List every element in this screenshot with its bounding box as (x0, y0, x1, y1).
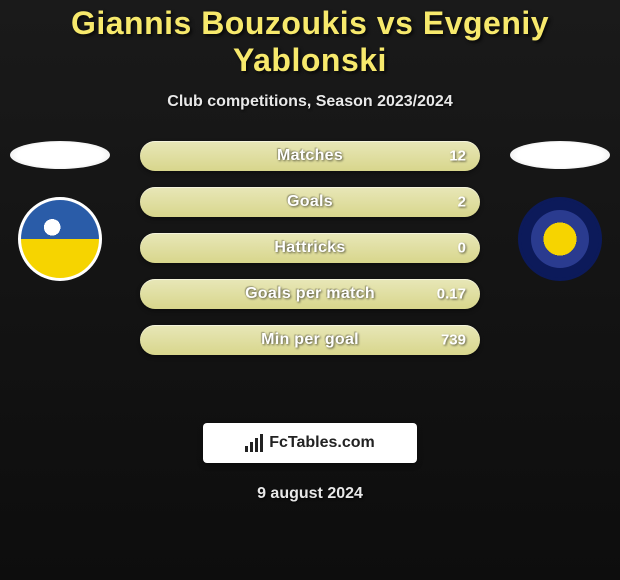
stat-row-matches: Matches 12 (140, 141, 480, 171)
right-badges (510, 141, 610, 281)
stat-label: Matches (277, 147, 343, 165)
stat-value: 739 (441, 332, 466, 349)
bar-chart-icon (245, 434, 263, 452)
right-club-crest-icon (518, 197, 602, 281)
stat-value: 12 (449, 148, 466, 165)
stats-list: Matches 12 Goals 2 Hattricks 0 Goals per… (140, 141, 480, 355)
stat-value: 2 (458, 194, 466, 211)
stat-row-hattricks: Hattricks 0 (140, 233, 480, 263)
vs-text: vs (377, 5, 414, 41)
stat-value: 0.17 (437, 286, 466, 303)
left-badges (10, 141, 110, 281)
site-logo: FcTables.com (203, 423, 417, 463)
stat-row-goals: Goals 2 (140, 187, 480, 217)
stat-row-mpg: Min per goal 739 (140, 325, 480, 355)
stat-row-gpm: Goals per match 0.17 (140, 279, 480, 309)
subtitle: Club competitions, Season 2023/2024 (0, 93, 620, 111)
comparison-card: Giannis Bouzoukis vs Evgeniy Yablonski C… (0, 0, 620, 503)
player1-name: Giannis Bouzoukis (71, 5, 368, 41)
stat-label: Goals per match (245, 285, 375, 303)
stat-value: 0 (458, 240, 466, 257)
site-name: FcTables.com (269, 434, 375, 452)
right-flag-icon (510, 141, 610, 169)
page-title: Giannis Bouzoukis vs Evgeniy Yablonski (0, 5, 620, 79)
footer-date: 9 august 2024 (0, 485, 620, 503)
main-panel: Matches 12 Goals 2 Hattricks 0 Goals per… (0, 141, 620, 401)
stat-label: Hattricks (274, 239, 345, 257)
stat-label: Min per goal (261, 331, 359, 349)
left-flag-icon (10, 141, 110, 169)
stat-label: Goals (287, 193, 333, 211)
left-club-crest-icon (18, 197, 102, 281)
